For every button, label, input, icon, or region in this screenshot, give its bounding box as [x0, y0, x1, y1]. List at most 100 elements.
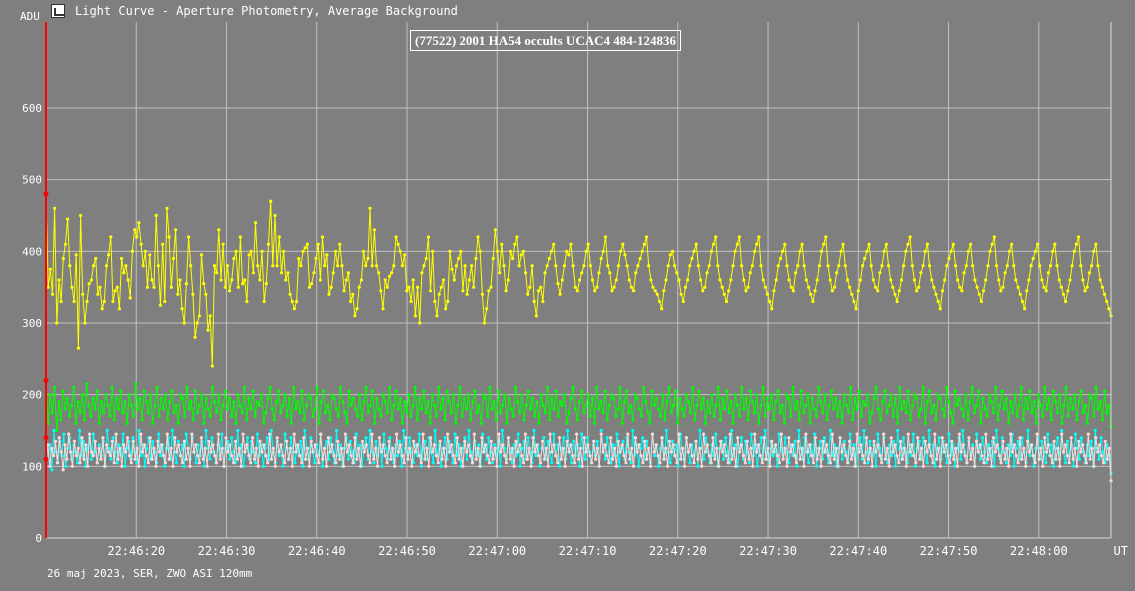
data-point: [394, 235, 398, 239]
data-point: [964, 264, 968, 268]
data-point: [74, 253, 78, 257]
data-point: [859, 443, 863, 447]
data-point: [558, 292, 562, 296]
data-point: [225, 407, 229, 411]
data-point: [913, 393, 917, 397]
data-point: [785, 264, 789, 268]
data-point: [694, 439, 698, 443]
data-point: [309, 439, 313, 443]
data-point: [1041, 414, 1045, 418]
data-point: [202, 421, 206, 425]
data-point: [927, 264, 932, 268]
data-point: [436, 461, 440, 465]
data-point: [588, 414, 592, 418]
data-point: [844, 403, 849, 407]
data-point: [536, 289, 541, 293]
data-point: [124, 450, 128, 454]
data-point: [983, 407, 987, 411]
data-point: [925, 400, 930, 404]
x-tick-label: 22:46:40: [288, 544, 346, 558]
data-point: [237, 446, 241, 450]
data-point: [673, 454, 677, 458]
data-point: [804, 432, 808, 436]
data-point: [1094, 436, 1098, 440]
data-point: [387, 439, 391, 443]
data-point: [896, 421, 900, 425]
data-point: [193, 335, 197, 339]
data-point: [605, 436, 609, 440]
data-point: [103, 464, 107, 468]
data-point: [1099, 436, 1103, 440]
data-point: [855, 407, 859, 411]
data-point: [548, 418, 552, 422]
data-point: [899, 439, 903, 443]
data-point: [559, 457, 564, 461]
data-point: [260, 450, 264, 454]
data-point: [653, 454, 657, 458]
data-point: [479, 421, 483, 425]
data-point: [358, 443, 362, 447]
data-point: [67, 432, 71, 436]
data-point: [934, 418, 938, 422]
data-point: [408, 436, 412, 440]
data-point: [740, 385, 744, 390]
data-point: [622, 454, 626, 458]
data-point: [750, 400, 755, 404]
data-point: [245, 418, 249, 422]
data-point: [398, 396, 402, 400]
data-point: [146, 411, 150, 415]
data-point: [757, 421, 761, 425]
data-point: [452, 278, 456, 282]
data-point: [749, 432, 754, 436]
data-point: [543, 271, 547, 275]
data-point: [730, 457, 734, 461]
data-point: [656, 407, 661, 411]
data-point: [1067, 461, 1071, 465]
data-point: [215, 461, 219, 465]
data-point: [298, 411, 302, 415]
data-point: [761, 385, 765, 390]
data-point: [212, 264, 217, 268]
data-point: [489, 439, 493, 443]
data-point: [141, 264, 145, 268]
data-point: [156, 439, 160, 443]
data-point: [546, 464, 550, 468]
data-point: [470, 264, 474, 268]
data-point: [50, 446, 54, 450]
data-point: [311, 450, 315, 454]
data-point: [515, 235, 519, 239]
data-point: [301, 464, 305, 468]
data-point: [840, 421, 844, 425]
data-point: [269, 428, 273, 433]
data-point: [874, 464, 878, 468]
data-point: [290, 299, 294, 304]
data-point: [899, 278, 904, 282]
data-point: [552, 443, 556, 447]
data-point: [293, 461, 297, 465]
data-point: [140, 418, 144, 422]
data-point: [793, 439, 797, 443]
data-point: [359, 278, 363, 282]
data-point: [170, 389, 174, 393]
data-point: [876, 289, 880, 293]
data-point: [940, 407, 945, 411]
data-point: [1100, 418, 1105, 422]
data-point: [328, 418, 332, 422]
chart-icon[interactable]: [51, 4, 65, 18]
data-point: [1077, 457, 1081, 461]
data-point: [1093, 428, 1097, 433]
data-point: [796, 439, 800, 443]
data-point: [826, 264, 830, 268]
data-point: [1012, 443, 1017, 447]
data-point: [356, 414, 360, 418]
data-point: [115, 285, 119, 289]
data-point: [793, 407, 797, 411]
data-point: [465, 450, 469, 454]
data-point: [576, 457, 581, 461]
data-point: [744, 396, 748, 400]
data-point: [981, 396, 985, 400]
data-point: [958, 285, 962, 289]
data-point: [158, 450, 162, 454]
data-point: [876, 443, 880, 447]
data-point: [629, 285, 634, 289]
